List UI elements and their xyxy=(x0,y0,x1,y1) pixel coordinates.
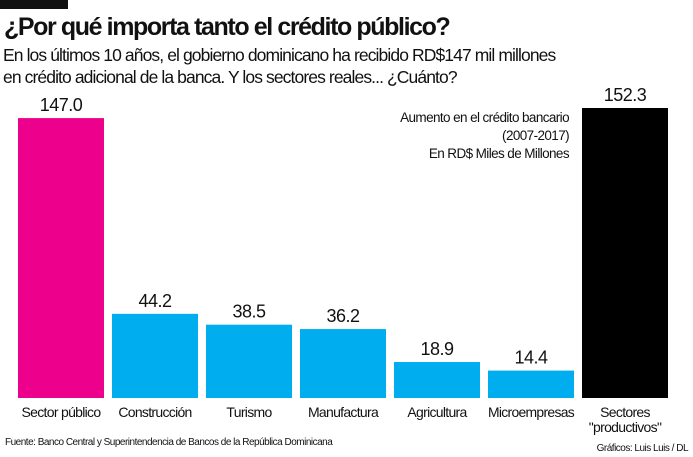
note-line-3: En RD$ Miles de Millones xyxy=(428,146,570,161)
bar xyxy=(18,118,104,399)
header-rule xyxy=(0,0,68,9)
bar xyxy=(206,324,292,398)
source-note: Fuente: Banco Central y Superintendencia… xyxy=(5,437,333,448)
bar xyxy=(488,370,574,398)
bar xyxy=(112,313,198,398)
data-label: 44.2 xyxy=(138,291,172,311)
data-label: 38.5 xyxy=(232,302,266,322)
category-label: Manufactura xyxy=(308,404,379,420)
chart-title: ¿Por qué importa tanto el crédito públic… xyxy=(4,13,451,41)
category-label: "productivos" xyxy=(589,419,662,435)
data-label: 36.2 xyxy=(326,306,360,326)
note-line-2: (2007-2017) xyxy=(502,128,570,143)
bar xyxy=(394,362,480,398)
subtitle-line-1: En los últimos 10 años, el gobierno domi… xyxy=(3,45,556,65)
note-line-1: Aumento en el crédito bancario xyxy=(400,110,569,125)
subtitle-line-2: en crédito adicional de la banca. Y los … xyxy=(3,67,458,87)
data-label: 14.4 xyxy=(514,348,548,368)
category-label: Sector público xyxy=(22,404,102,420)
credit-note: Gráficos: Luis Luis / DL xyxy=(596,443,689,454)
data-label: 147.0 xyxy=(40,95,83,115)
bar xyxy=(300,329,386,398)
data-label: 18.9 xyxy=(420,339,454,359)
category-label: Sectores xyxy=(600,404,650,420)
category-label: Construcción xyxy=(118,404,191,420)
category-label: Turismo xyxy=(226,404,272,420)
category-label: Agricultura xyxy=(407,404,467,420)
data-label: 152.3 xyxy=(604,85,647,105)
category-label: Microempresas xyxy=(488,404,575,420)
bar xyxy=(582,108,668,398)
